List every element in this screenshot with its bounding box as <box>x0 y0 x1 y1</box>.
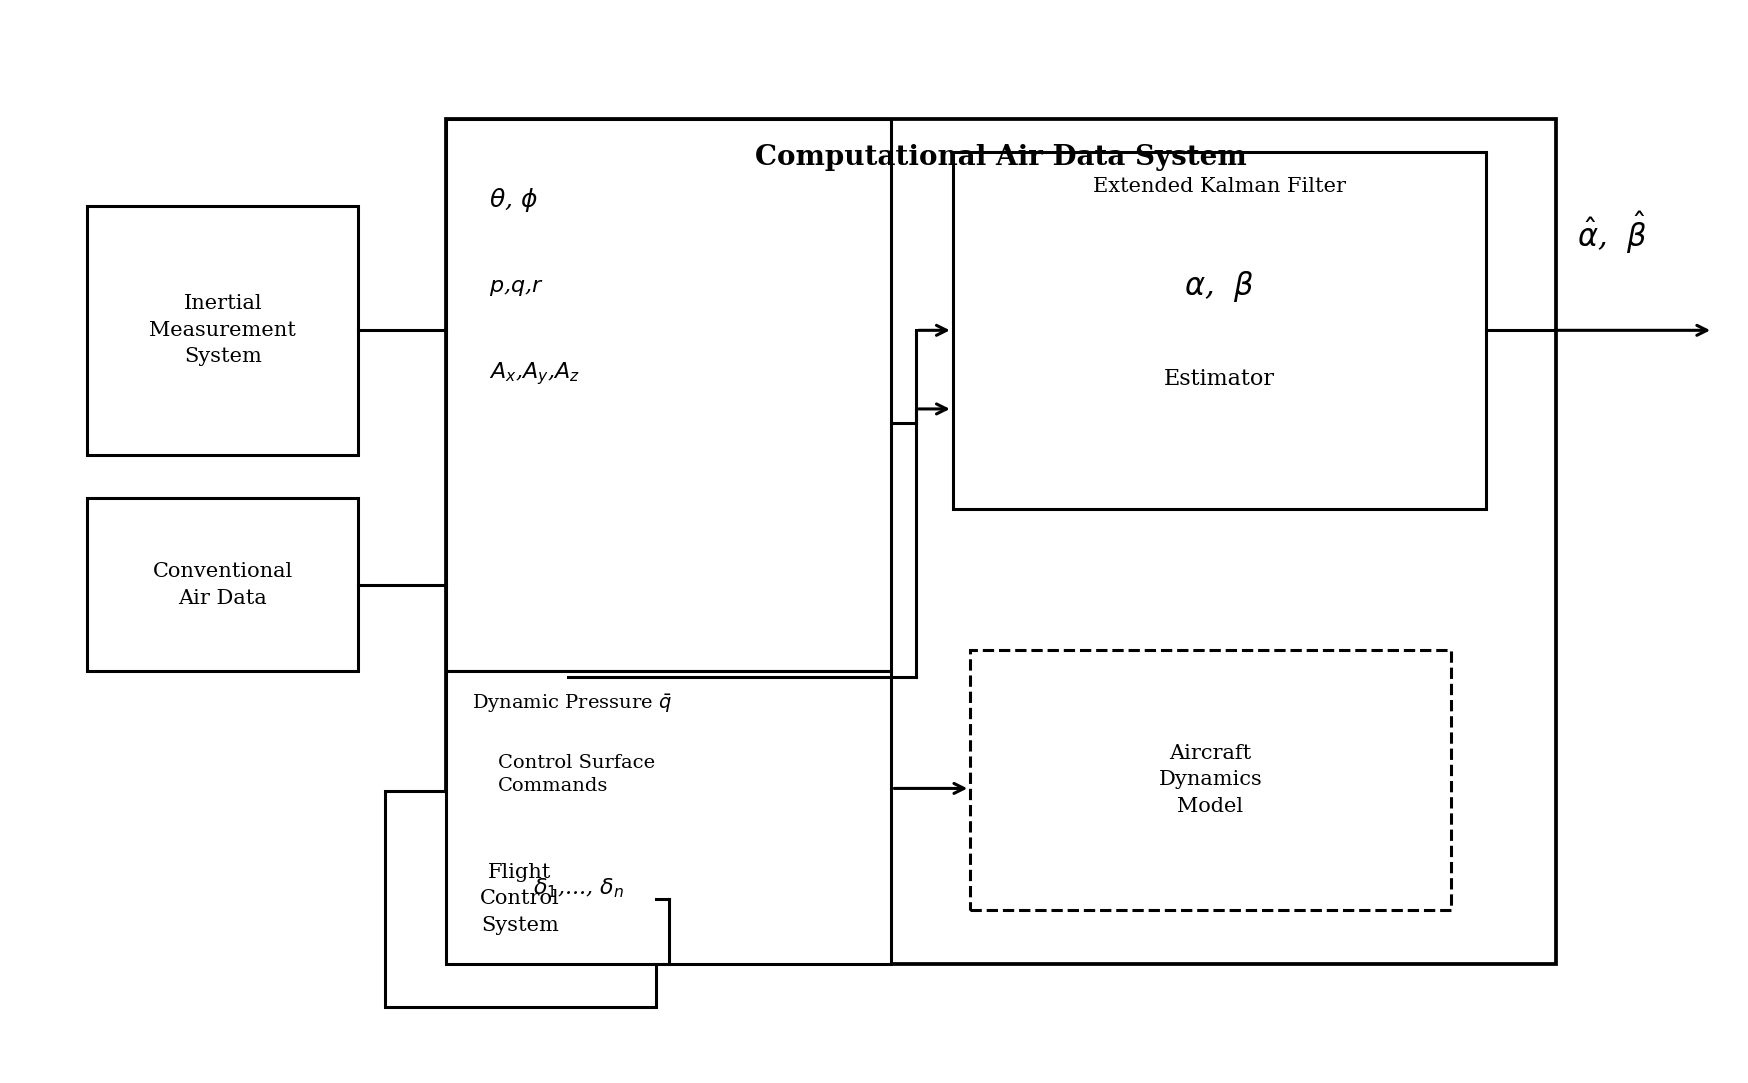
Text: Aircraft
Dynamics
Model: Aircraft Dynamics Model <box>1159 744 1262 815</box>
Text: $\delta_1$,..., $\delta_n$: $\delta_1$,..., $\delta_n$ <box>533 876 624 900</box>
Text: Estimator: Estimator <box>1164 368 1274 390</box>
Bar <box>970 650 1451 910</box>
Text: $\theta$, $\phi$: $\theta$, $\phi$ <box>489 186 538 214</box>
Text: Dynamic Pressure $\bar{q}$: Dynamic Pressure $\bar{q}$ <box>472 692 671 716</box>
Bar <box>446 119 891 671</box>
Text: Extended Kalman Filter: Extended Kalman Filter <box>1092 177 1346 196</box>
Text: Flight
Control
System: Flight Control System <box>481 863 559 935</box>
Bar <box>953 152 1486 509</box>
Bar <box>385 791 656 1007</box>
Text: $\alpha$,  $\beta$: $\alpha$, $\beta$ <box>1185 270 1253 304</box>
Bar <box>446 119 1556 964</box>
Text: $\hat{\alpha}$,  $\hat{\beta}$: $\hat{\alpha}$, $\hat{\beta}$ <box>1577 210 1647 256</box>
Text: Conventional
Air Data: Conventional Air Data <box>152 562 294 608</box>
Bar <box>87 206 358 455</box>
Bar <box>87 498 358 671</box>
Bar <box>446 671 891 964</box>
Text: Computational Air Data System: Computational Air Data System <box>755 144 1246 170</box>
Text: $p$,$q$,$r$: $p$,$q$,$r$ <box>489 276 544 298</box>
Text: Control Surface
Commands: Control Surface Commands <box>498 754 656 795</box>
Text: $A_x$,$A_y$,$A_z$: $A_x$,$A_y$,$A_z$ <box>489 361 580 387</box>
Text: Inertial
Measurement
System: Inertial Measurement System <box>149 295 297 366</box>
